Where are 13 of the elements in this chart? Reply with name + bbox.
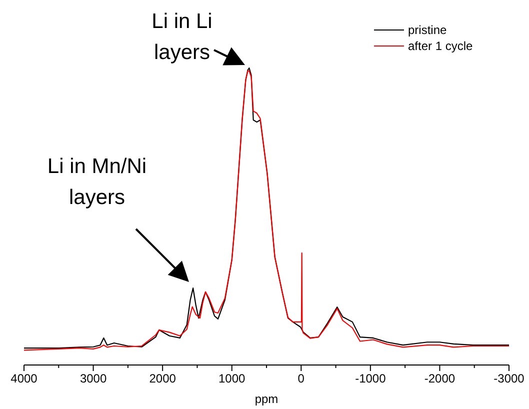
text: Li in Li layers: [152, 10, 212, 64]
legend-label: pristine: [408, 23, 448, 37]
x-tick-label: -1000: [355, 372, 386, 386]
x-tick-label: 3000: [80, 372, 107, 386]
x-tick-label: 2000: [149, 372, 176, 386]
legend-label: after 1 cycle: [408, 39, 474, 53]
x-tick-label: 1000: [218, 372, 246, 386]
x-tick-label: 0: [298, 372, 305, 386]
annotation: Li in Mn/Ni layers: [47, 155, 147, 209]
x-tick-label: 4000: [10, 372, 38, 386]
x-tick-label: -2000: [424, 372, 456, 386]
x-axis-title: ppm: [254, 392, 278, 406]
x-tick-label: -3000: [494, 372, 525, 386]
